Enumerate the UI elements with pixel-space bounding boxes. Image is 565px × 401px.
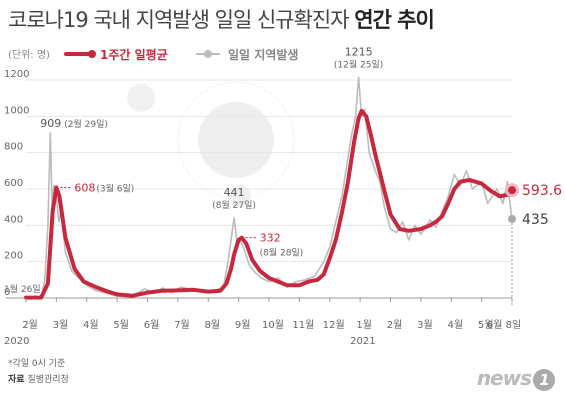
legend-avg-dot [88,50,96,58]
annotations: 909 (2월 29일) 608 (3월 6일) 441(8월 27일) 332 (8월 2… [4,45,383,295]
news1-logo: news 1 [477,366,555,391]
legend-avg-label: 1주간 일평균 [100,47,168,62]
logo-badge: 1 [533,369,555,391]
title-highlight: 연간 추이 [354,8,435,32]
x-tick-label: 3월 [53,319,69,331]
x-tick-label: 6월 8일 [487,319,521,331]
virus-large-icon [198,102,274,178]
x-tick-label: 5월 [113,319,129,331]
avg-line [24,108,514,300]
year-label-2021: 2021 [350,336,375,347]
legend-avg: 1주간 일평균 [64,47,168,62]
x-tick-label: 12월 [323,319,345,331]
x-tick-label: 4월 [83,319,99,331]
x-tick-label: 11월 [292,319,314,331]
source-value: 질병관리청 [27,375,69,385]
annotation-date: (3월 6일) [96,183,134,195]
y-tick-label: 400 [4,214,23,225]
logo-text: news [476,366,532,390]
source-label: 자료 [8,375,25,385]
annotation-date: (8월 28일) [260,247,304,259]
x-tick-label: 8월 [204,319,220,331]
x-tick-label: 10월 [262,319,284,331]
footnote: *각일 0시 기준 자료 질병관리청 [8,356,69,388]
avg-end-dot [508,186,516,195]
legend-unit: (단위: 명) [8,48,50,61]
x-tick-label: 3월 [417,319,433,331]
series-avg [24,108,514,300]
legend-daily-label: 일일 지역발생 [228,47,298,62]
annotation-date: (12월 25일) [334,58,383,70]
annotation-value: 332 [260,232,281,245]
virus-illustration [127,81,295,207]
legend-daily-dot [204,50,212,58]
footnote-source: 자료 질병관리청 [8,372,69,388]
x-tick-label: 9월 [235,319,251,331]
annotation-value: 1215 [345,45,373,58]
annotation-value: 608 [74,182,95,195]
chart-title: 코로나19 국내 지역발생 일일 신규확진자 연간 추이 [8,4,435,34]
x-tick-label: 6월 [144,319,160,331]
virus-small-icon-2 [229,185,251,207]
y-tick-label: 800 [4,142,23,153]
daily-end-label: 435 [522,212,549,228]
annotation-value: 909 [40,117,61,130]
y-tick-label: 1000 [4,105,29,116]
annotation-date: (8월 27일) [212,199,256,211]
x-tick-label: 5월 [478,319,494,331]
annotation-date: (2월 29일) [64,118,108,130]
avg-end-label: 593.6 [522,183,562,199]
virus-small-icon [127,84,155,112]
annotation-value: 441 [224,186,245,199]
x-tick-label: 1월 [356,319,372,331]
x-tick-label: 2월 [387,319,403,331]
title-main: 코로나19 국내 지역발생 일일 신규확진자 [8,8,350,32]
annotation-start: 1월 26일 [4,283,41,295]
x-tick-label: 4월 [447,319,463,331]
footnote-basis: *각일 0시 기준 [8,359,66,369]
end-markers: 593.6 435 [505,183,562,306]
year-label-2020: 2020 [4,336,29,347]
daily-end-dot [508,214,516,223]
legend-daily: 일일 지역발생 [196,47,298,62]
y-tick-label: 600 [4,178,23,189]
x-tick-label: 7월 [174,319,190,331]
y-tick-label: 200 [4,251,23,262]
y-axis: 0 200 400 600 800 1000 1200 [4,69,29,298]
y-tick-label: 0 [4,287,10,298]
y-tick-label: 1200 [4,69,29,80]
virus-ring [177,81,295,199]
x-tick-label: 2월 [22,319,38,331]
